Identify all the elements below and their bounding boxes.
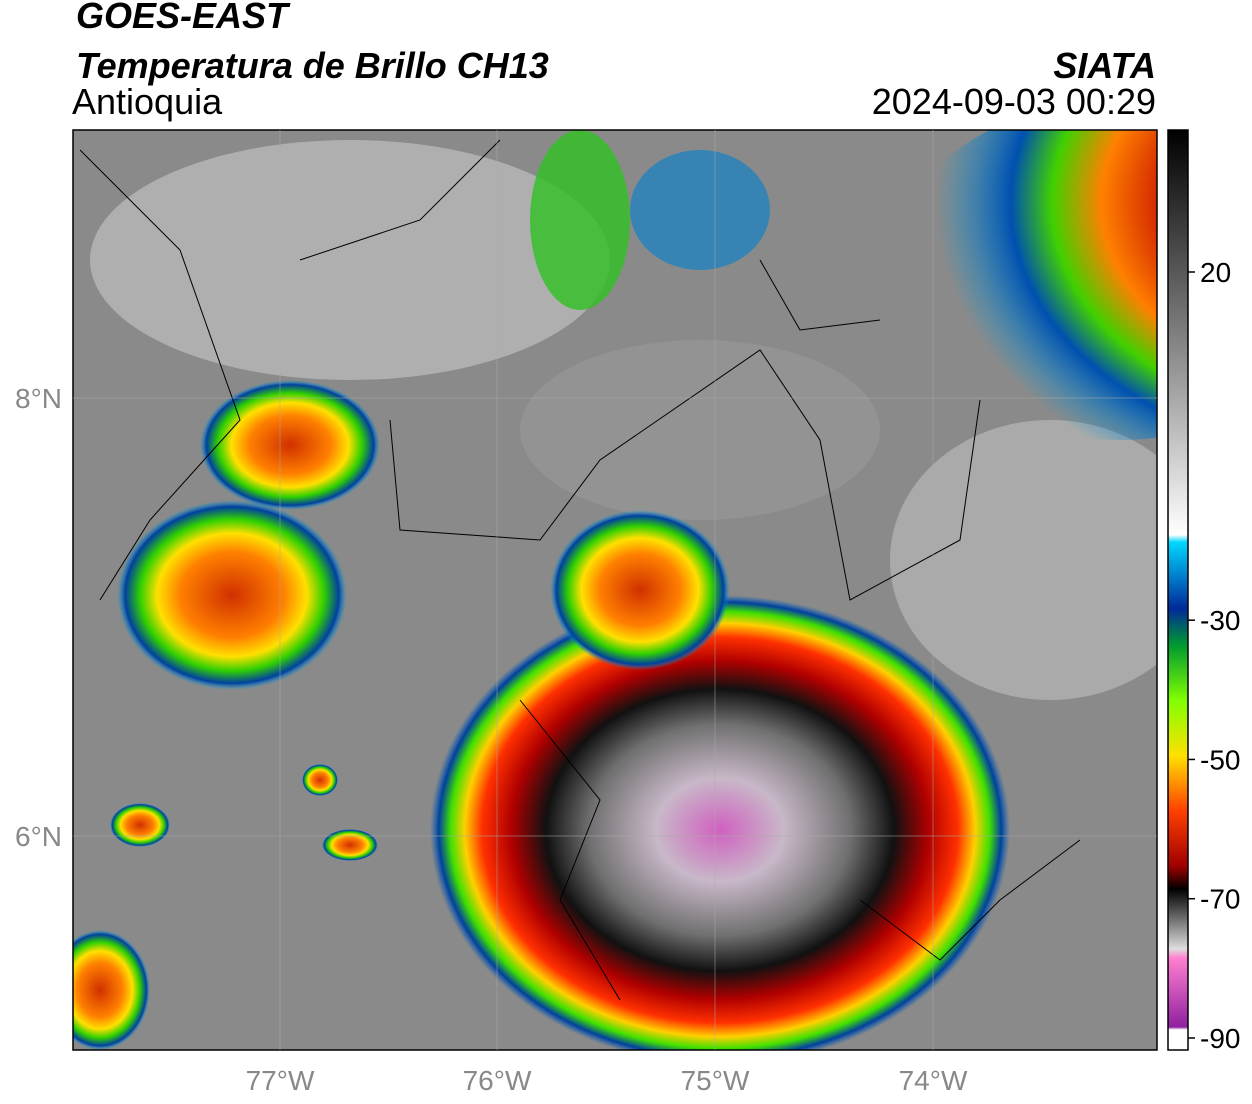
region: Antioquia (72, 81, 223, 122)
lon-label: 75°W (681, 1065, 750, 1096)
agency: SIATA (1053, 45, 1156, 86)
lat-label: 6°N (15, 821, 62, 852)
colorbar-tick-label: -30 (1200, 605, 1240, 636)
lon-label: 76°W (463, 1065, 532, 1096)
datetime: 2024-09-03 00:29 (872, 81, 1156, 122)
satellite-image (73, 130, 1157, 1050)
colorbar-tick-label: 20 (1200, 257, 1231, 288)
lon-label: 74°W (899, 1065, 968, 1096)
colorbar-tick-label: -70 (1200, 884, 1240, 915)
colorbar-tick-label: -90 (1200, 1023, 1240, 1054)
colorbar-tick-label: -50 (1200, 744, 1240, 775)
colorbar (1167, 129, 1189, 1051)
map-frame (72, 129, 1158, 1051)
lon-label: 77°W (246, 1065, 315, 1096)
title: GOES-EAST (76, 0, 291, 36)
lat-label: 8°N (15, 383, 62, 414)
subtitle: Temperatura de Brillo CH13 (76, 45, 549, 86)
